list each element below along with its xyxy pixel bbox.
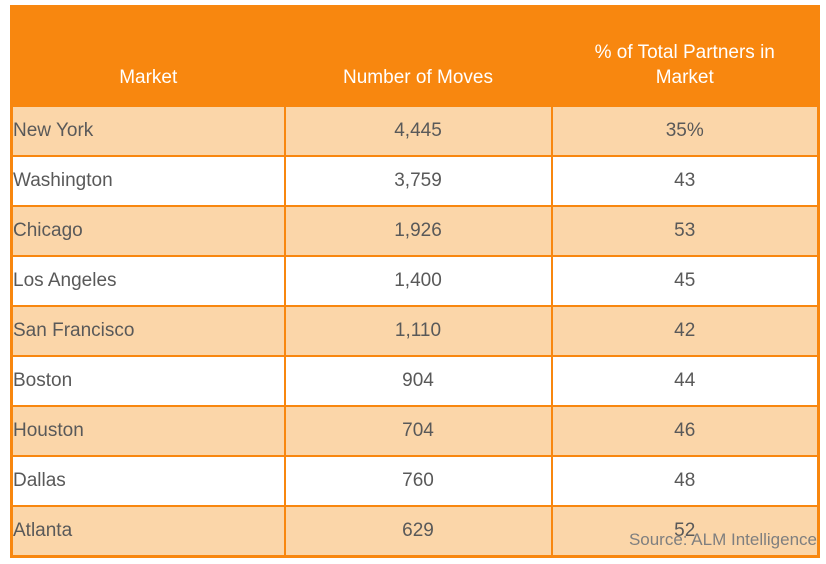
percent-cell: 42 <box>550 305 820 357</box>
partner-moves-table: Market Number of Moves % of Total Partne… <box>10 5 820 558</box>
table-row: Los Angeles 1,400 45 <box>10 255 820 307</box>
percent-cell: 44 <box>550 355 820 407</box>
percent-cell: 45 <box>550 255 820 307</box>
market-cell: Atlanta <box>10 505 286 558</box>
source-note: Source: ALM Intelligence <box>628 530 817 549</box>
market-cell: Houston <box>10 405 286 457</box>
column-header-market: Market <box>10 5 286 107</box>
market-cell: San Francisco <box>10 305 286 357</box>
percent-cell: 52 <box>550 505 820 558</box>
market-cell: Washington <box>10 155 286 207</box>
moves-cell: 1,400 <box>283 255 553 307</box>
header-row: Market Number of Moves % of Total Partne… <box>10 5 820 107</box>
market-cell: Dallas <box>10 455 286 507</box>
column-header-percent-total-partners: % of Total Partners in Market <box>550 5 820 107</box>
market-cell: Chicago <box>10 205 286 257</box>
percent-cell: 53 <box>550 205 820 257</box>
table-row: Dallas 760 48 <box>10 455 820 507</box>
moves-cell: 1,926 <box>283 205 553 257</box>
market-cell: Los Angeles <box>10 255 286 307</box>
table-header: Market Number of Moves % of Total Partne… <box>10 5 820 107</box>
percent-cell: 35% <box>550 105 820 157</box>
table-row: Houston 704 46 <box>10 405 820 457</box>
moves-cell: 1,110 <box>283 305 553 357</box>
moves-cell: 704 <box>283 405 553 457</box>
moves-cell: 4,445 <box>283 105 553 157</box>
percent-cell: 43 <box>550 155 820 207</box>
table-row: San Francisco 1,110 42 <box>10 305 820 357</box>
column-header-number-of-moves: Number of Moves <box>283 5 553 107</box>
table-row: Chicago 1,926 53 <box>10 205 820 257</box>
market-cell: Boston <box>10 355 286 407</box>
table-row: Washington 3,759 43 <box>10 155 820 207</box>
percent-cell: 46 <box>550 405 820 457</box>
moves-cell: 3,759 <box>283 155 553 207</box>
table-row: New York 4,445 35% <box>10 105 820 157</box>
table-body: New York 4,445 35% Washington 3,759 43 C… <box>10 105 820 558</box>
percent-cell: 48 <box>550 455 820 507</box>
moves-cell: 629 <box>283 505 553 558</box>
table-row: Atlanta 629 52 <box>10 505 820 558</box>
moves-cell: 760 <box>283 455 553 507</box>
moves-cell: 904 <box>283 355 553 407</box>
table-row: Boston 904 44 <box>10 355 820 407</box>
market-cell: New York <box>10 105 286 157</box>
